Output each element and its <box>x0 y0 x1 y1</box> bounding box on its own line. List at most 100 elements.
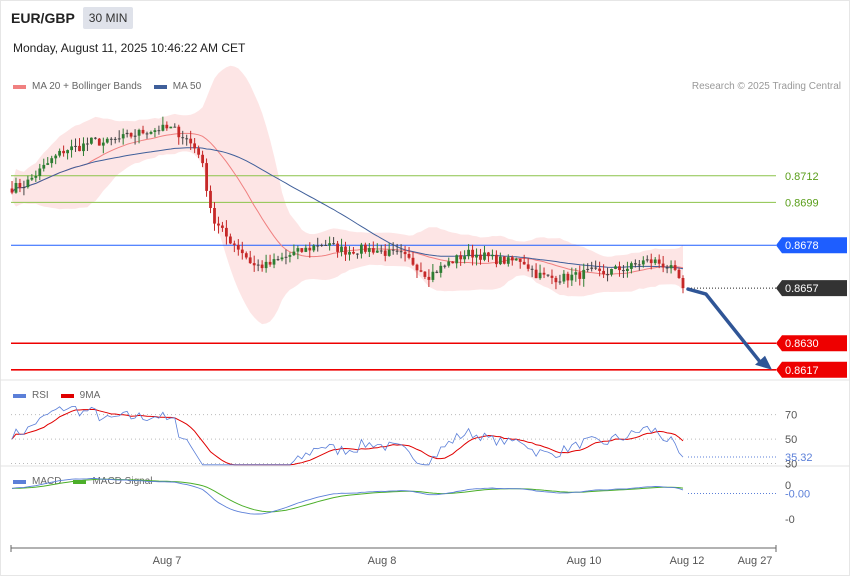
candle-body <box>578 272 582 279</box>
legend-label: MA 50 <box>172 81 202 92</box>
candle-body <box>300 248 304 252</box>
candles <box>10 116 685 294</box>
candle-body <box>113 138 117 140</box>
candle-body <box>225 227 228 237</box>
candle-body <box>205 163 208 191</box>
candle-body <box>614 266 617 269</box>
candle-body <box>248 257 252 264</box>
candle-body <box>177 126 181 138</box>
candle-body <box>427 276 431 280</box>
candle-body <box>630 263 633 269</box>
candle-body <box>669 265 673 269</box>
level-label: 0.8617 <box>785 365 819 377</box>
candle-body <box>149 132 153 134</box>
x-tick-label: Aug 8 <box>368 555 397 567</box>
candle-body <box>538 272 542 279</box>
x-tick-label: Aug 27 <box>738 555 773 567</box>
legend-swatch <box>73 479 87 484</box>
x-tick-label: Aug 10 <box>567 555 602 567</box>
candle-body <box>431 271 435 280</box>
legend-item-rsi-ma: 9MA <box>60 390 101 401</box>
candle-body <box>316 245 320 247</box>
candle-body <box>586 268 590 270</box>
candle-body <box>82 143 85 152</box>
candle-body <box>268 261 272 265</box>
candle-body <box>602 270 605 275</box>
price-legend: MA 20 + Bollinger Bands MA 50 <box>13 81 213 92</box>
macd-legend: MACD MACD Signal <box>13 476 164 487</box>
timeframe-button[interactable]: 30 MIN <box>82 7 134 29</box>
candle-body <box>129 132 133 137</box>
candle-body <box>141 129 145 134</box>
candle-body <box>534 269 538 279</box>
candle-body <box>550 275 554 278</box>
candle-body <box>467 249 470 257</box>
candle-body <box>221 225 224 228</box>
candle-body <box>610 269 613 275</box>
candle-body <box>649 259 653 264</box>
price-tag <box>776 335 847 352</box>
candle-body <box>133 135 137 137</box>
candle-body <box>618 266 621 271</box>
legend-label: RSI <box>32 390 49 401</box>
candle-body <box>50 158 54 164</box>
candle-body <box>117 138 121 140</box>
candle-body <box>352 251 355 254</box>
candle-body <box>645 259 649 261</box>
legend-swatch <box>13 479 26 484</box>
price-tag <box>776 361 847 378</box>
legend-swatch <box>13 393 26 398</box>
candle-body <box>399 251 403 253</box>
candle-body <box>344 246 347 255</box>
candle-body <box>510 257 514 261</box>
candle-body <box>526 264 530 269</box>
candle-body <box>197 148 200 155</box>
candle-body <box>46 163 50 165</box>
candle-body <box>193 143 196 149</box>
rsi-value-label: 35.32 <box>785 452 813 464</box>
legend-swatch <box>60 393 74 398</box>
candle-body <box>38 168 42 176</box>
candle-body <box>570 274 574 281</box>
candle-body <box>558 281 562 283</box>
candle-body <box>232 243 236 245</box>
candle-body <box>284 256 288 258</box>
candle-body <box>641 260 645 265</box>
candle-body <box>173 126 177 128</box>
candle-body <box>622 270 625 272</box>
candle-body <box>86 143 89 145</box>
candle-body <box>371 248 375 253</box>
x-tick-label: Aug 12 <box>670 555 705 567</box>
candle-body <box>499 256 502 265</box>
candle-body <box>518 258 522 262</box>
timestamp: Monday, August 11, 2025 10:46:22 AM CET <box>13 41 246 55</box>
candle-body <box>387 249 391 256</box>
legend-swatch <box>13 84 26 89</box>
candle-body <box>165 124 169 129</box>
candle-body <box>542 272 546 275</box>
candle-body <box>62 150 65 154</box>
candle-body <box>264 261 268 269</box>
candle-body <box>522 261 526 265</box>
candle-body <box>280 257 284 260</box>
candle-body <box>169 126 173 129</box>
candle-body <box>594 267 598 269</box>
candle-body <box>419 270 423 272</box>
candle-body <box>673 265 677 270</box>
level-label: 0.8699 <box>785 197 819 209</box>
macd-tick-label: 0 <box>785 480 791 492</box>
candle-body <box>308 247 312 251</box>
legend-label: 9MA <box>79 390 101 401</box>
legend-item-macd: MACD <box>13 476 61 487</box>
candle-body <box>447 261 451 266</box>
bollinger-band <box>12 65 683 325</box>
candle-body <box>506 257 510 264</box>
candle-body <box>320 245 324 246</box>
candle-body <box>562 273 566 282</box>
legend-label: MA 20 + Bollinger Bands <box>32 81 142 92</box>
candle-body <box>240 249 244 254</box>
candle-body <box>181 137 185 139</box>
macd-tick-label: -0 <box>785 514 795 526</box>
candle-body <box>70 146 73 151</box>
